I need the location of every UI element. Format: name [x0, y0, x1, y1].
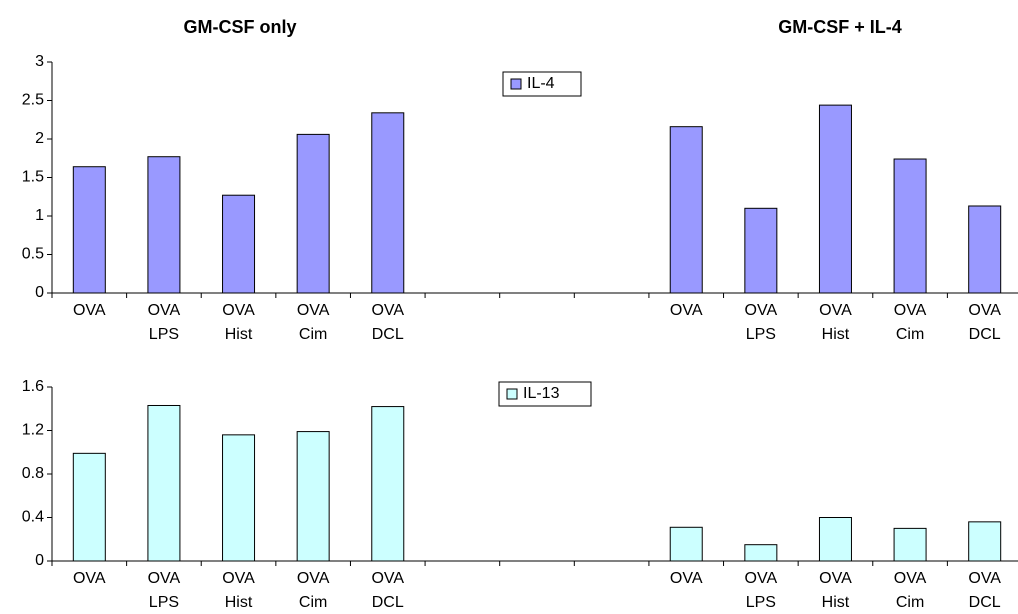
bar: [893, 158, 927, 294]
bar: [147, 156, 181, 294]
x-tick-label: OVA: [669, 570, 703, 587]
bar: [744, 544, 778, 562]
x-tick-label: OVA: [72, 570, 106, 587]
bar: [968, 521, 1002, 562]
bar: [72, 452, 106, 562]
bar: [968, 205, 1002, 294]
y-tick-label: 3: [35, 53, 44, 70]
x-tick-label: OVA Cim: [296, 302, 330, 343]
bar: [669, 126, 703, 294]
y-tick-label: 1.5: [22, 169, 44, 186]
bar: [818, 517, 852, 562]
x-tick-label: OVA DCL: [968, 570, 1001, 611]
group-title: GM-CSF only: [184, 17, 297, 37]
x-tick-label: OVA DCL: [968, 302, 1001, 343]
x-tick-label: OVA LPS: [147, 302, 181, 343]
legend-label: IL-4: [527, 75, 555, 92]
x-tick-label: OVA Cim: [296, 570, 330, 611]
bar: [371, 406, 405, 562]
x-tick-label: OVA LPS: [744, 570, 778, 611]
x-tick-label: OVA Hist: [222, 302, 255, 343]
x-tick-label: OVA Hist: [819, 302, 852, 343]
y-tick-label: 0.4: [22, 509, 44, 526]
x-tick-label: OVA Hist: [222, 570, 255, 611]
bar: [669, 526, 703, 562]
x-tick-label: OVA LPS: [744, 302, 778, 343]
y-tick-label: 0: [35, 552, 44, 569]
legend-swatch: [510, 78, 522, 90]
y-tick-label: 0: [35, 284, 44, 301]
y-tick-label: 2: [35, 130, 44, 147]
bar: [893, 527, 927, 562]
legend-swatch: [506, 388, 518, 400]
bar: [222, 434, 256, 562]
x-tick-label: OVA DCL: [371, 302, 405, 343]
bar: [147, 404, 181, 562]
x-tick-label: OVA LPS: [147, 570, 181, 611]
x-tick-label: OVA Hist: [819, 570, 852, 611]
x-tick-label: OVA DCL: [371, 570, 405, 611]
y-tick-label: 2.5: [22, 92, 44, 109]
y-tick-label: 1.2: [22, 422, 44, 439]
y-tick-label: 0.5: [22, 246, 44, 263]
bar: [296, 431, 330, 562]
y-tick-label: 1: [35, 207, 44, 224]
bar: [371, 112, 405, 294]
bar: [296, 133, 330, 294]
bar: [222, 194, 256, 294]
bar: [72, 166, 106, 294]
bar: [744, 207, 778, 294]
legend-label: IL-13: [523, 385, 560, 402]
x-tick-label: OVA Cim: [893, 570, 927, 611]
x-tick-label: OVA: [72, 302, 106, 319]
y-tick-label: 1.6: [22, 378, 44, 395]
y-tick-label: 0.8: [22, 465, 44, 482]
group-title: GM-CSF + IL-4: [778, 17, 902, 37]
bar: [818, 104, 852, 294]
x-tick-label: OVA Cim: [893, 302, 927, 343]
x-tick-label: OVA: [669, 302, 703, 319]
